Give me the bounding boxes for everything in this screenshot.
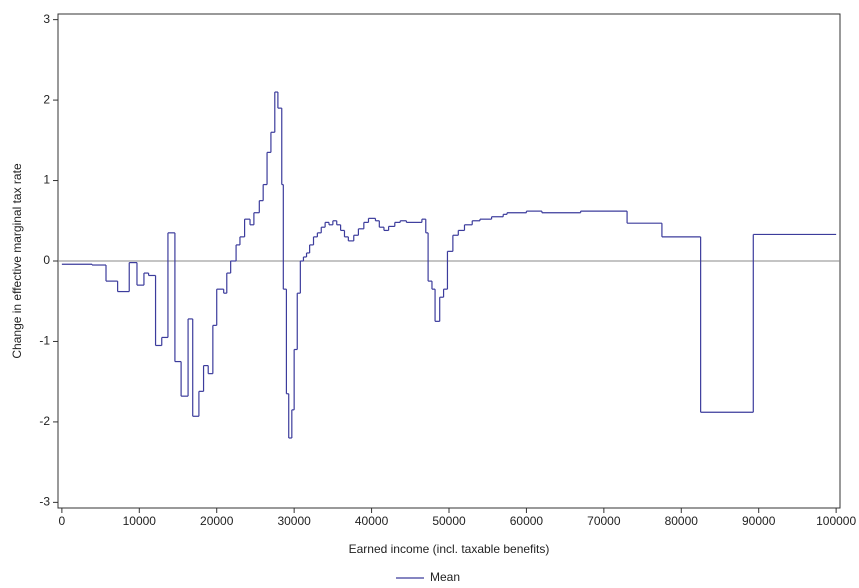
y-tick-label: -2 [39,414,50,428]
x-tick-label: 0 [59,514,66,528]
y-tick-label: 3 [43,12,50,26]
x-tick-label: 70000 [587,514,621,528]
y-tick-label: 0 [43,253,50,267]
x-axis-label: Earned income (incl. taxable benefits) [349,542,550,556]
x-tick-label: 90000 [742,514,776,528]
y-tick-label: -3 [39,495,50,509]
x-tick-label: 60000 [510,514,544,528]
legend-label: Mean [430,570,460,584]
x-tick-label: 100000 [816,514,856,528]
x-tick-label: 20000 [200,514,234,528]
x-tick-label: 40000 [355,514,389,528]
y-tick-label: -1 [39,334,50,348]
y-tick-label: 2 [43,92,50,106]
x-tick-label: 10000 [123,514,157,528]
y-axis-label: Change in effective marginal tax rate [10,163,24,359]
x-tick-label: 30000 [277,514,311,528]
y-tick-label: 1 [43,173,50,187]
x-tick-label: 50000 [432,514,466,528]
x-tick-label: 80000 [665,514,699,528]
